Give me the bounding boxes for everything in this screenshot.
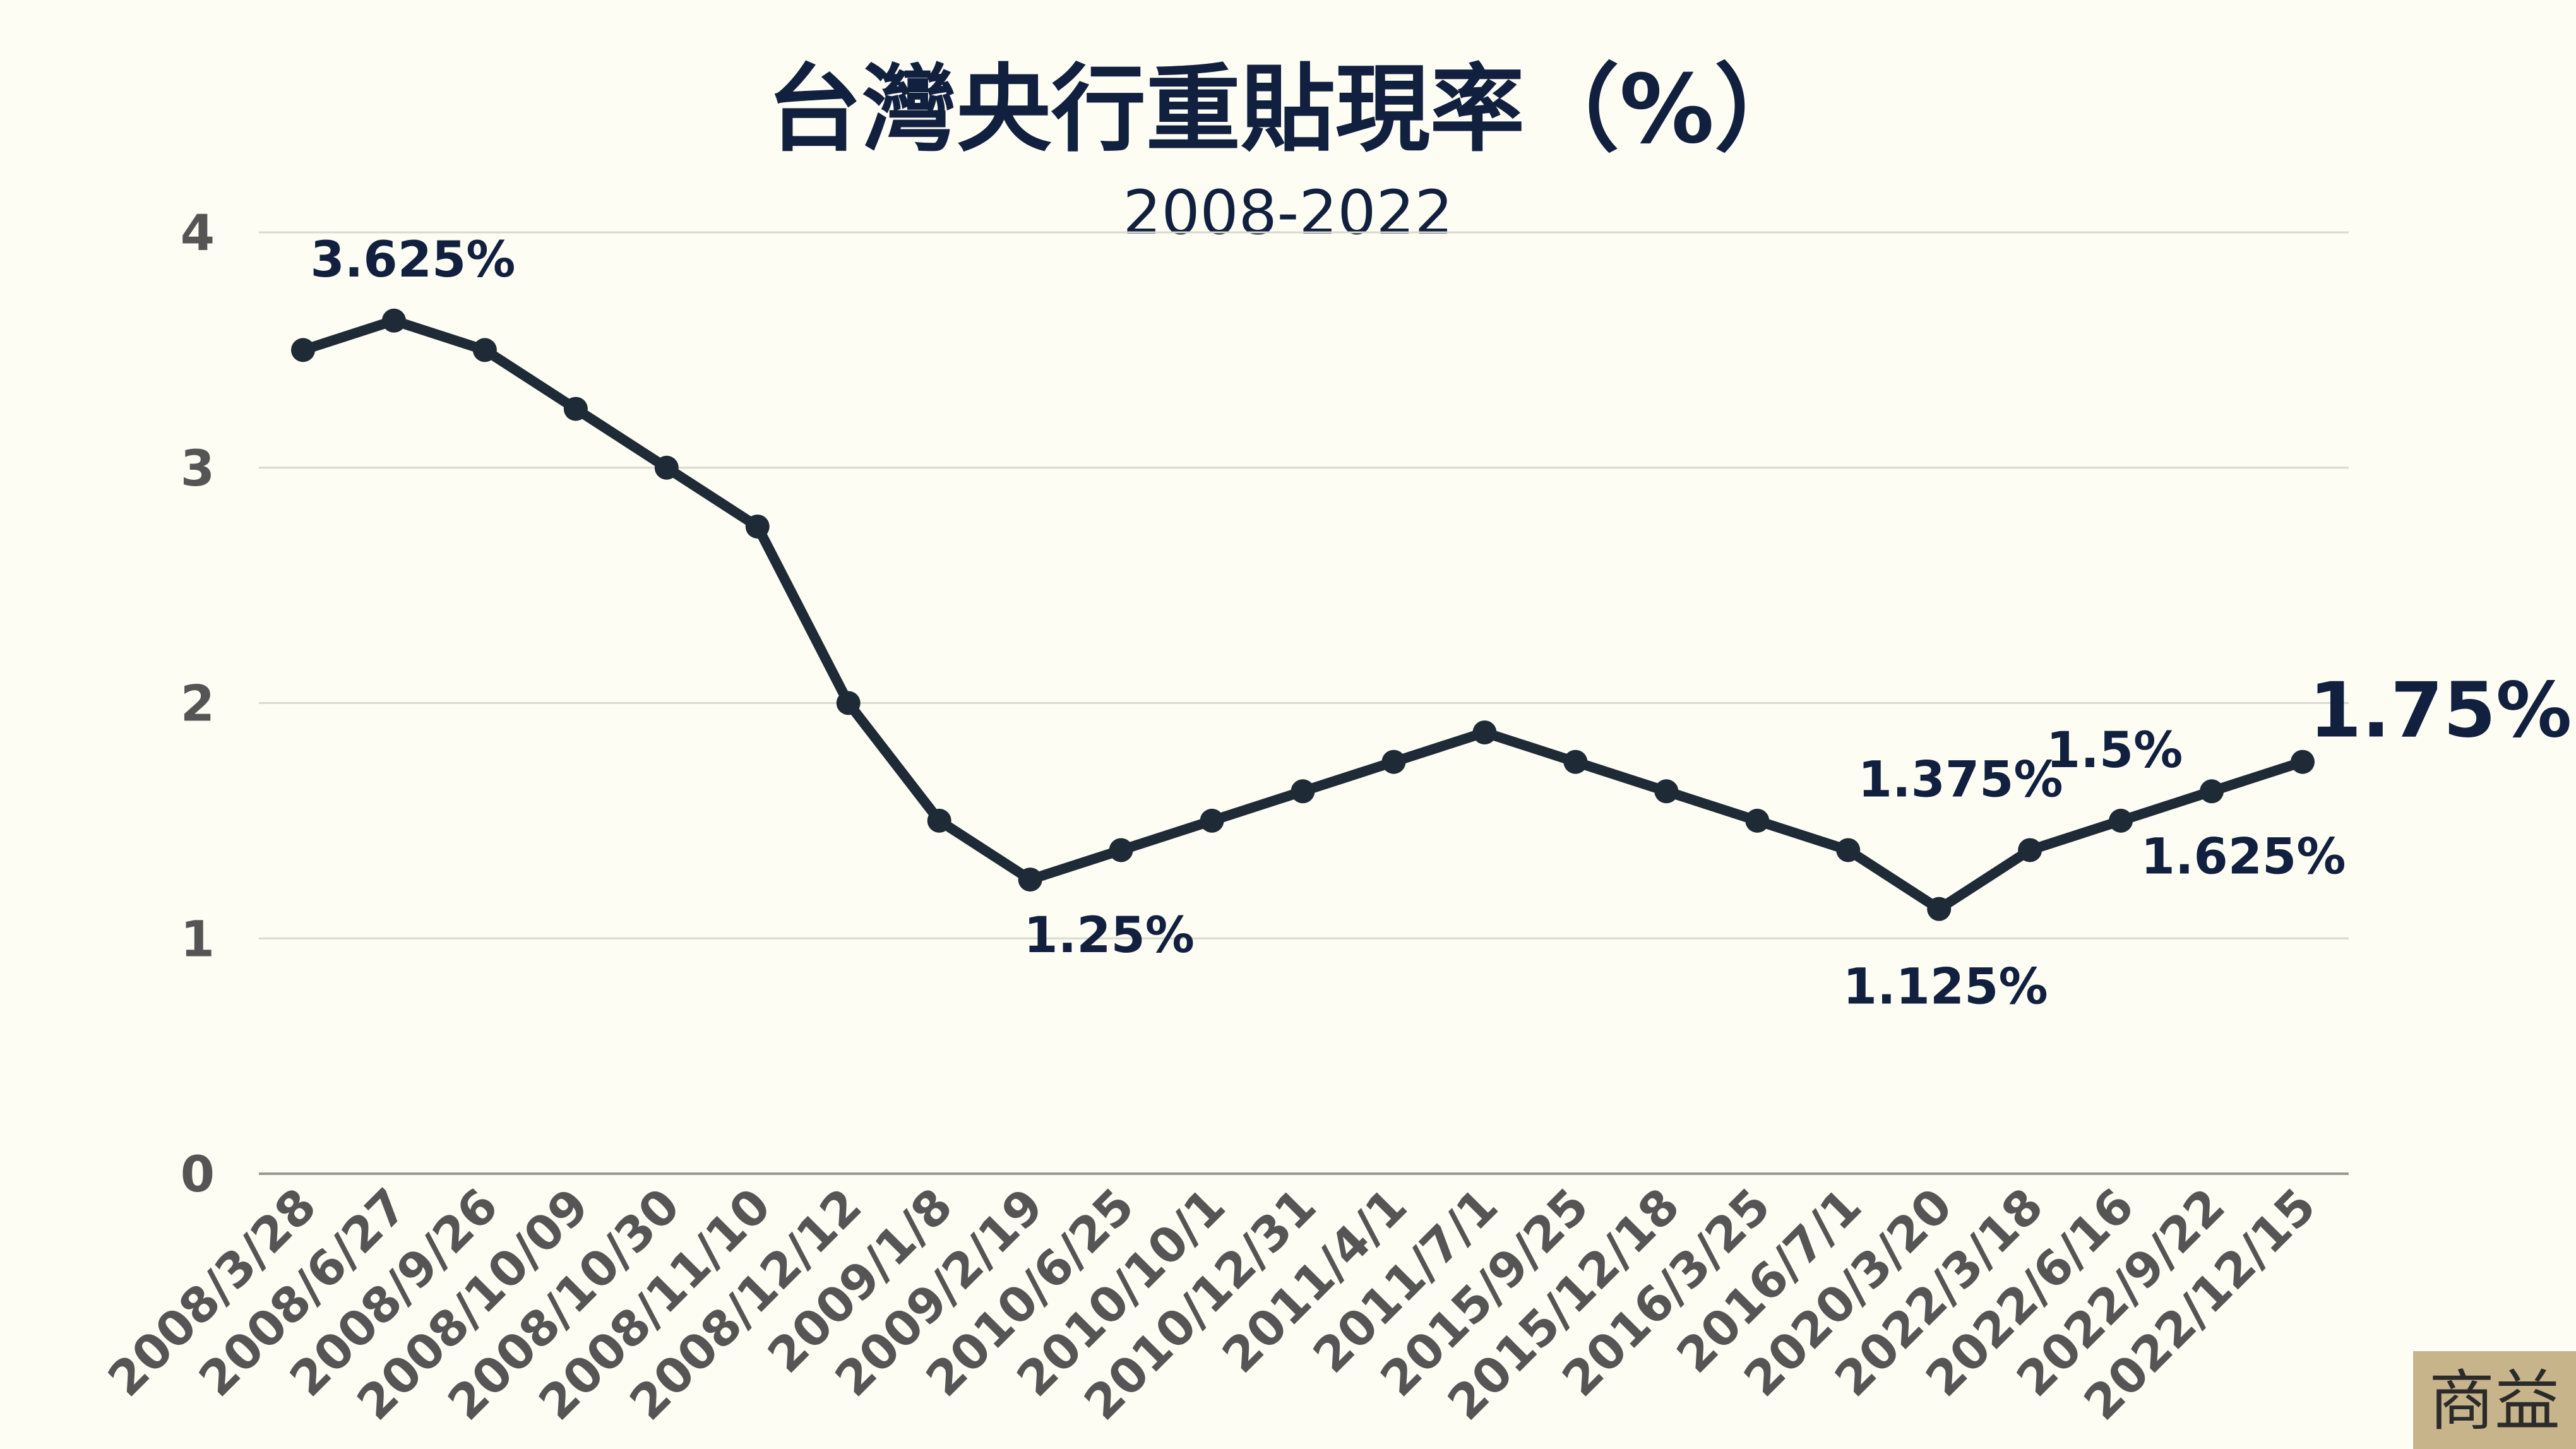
data-point [291,338,315,362]
data-point [1654,779,1679,804]
data-label: 3.625% [311,232,516,289]
data-point [472,338,497,362]
data-point [381,308,406,333]
data-label: 1.75% [2309,667,2572,755]
data-point [1927,897,1952,921]
chart-subtitle: 2008-2022 [1123,177,1453,248]
logo-badge: 商益 [2413,1351,2576,1449]
data-point [1563,749,1588,774]
data-point [654,455,679,480]
data-label: 1.5% [2046,722,2183,779]
data-label: 1.125% [1843,959,2048,1016]
data-point [1472,720,1497,745]
data-point [1381,749,1406,774]
y-tick-label: 3 [181,441,215,498]
data-label: 1.25% [1023,907,1195,964]
brand-logo: 商益 [2413,1351,2576,1449]
logo-text: 商益 [2429,1363,2560,1440]
data-point [1836,838,1861,862]
logo-background [2413,1351,2576,1449]
y-tick-label: 1 [181,911,215,968]
data-point [2200,779,2224,804]
gridlines [259,231,2349,1175]
chart-title: 台灣央行重貼現率（%） [767,55,1809,165]
data-label: 1.625% [2141,828,2346,885]
data-point [2109,808,2133,833]
data-point [927,808,951,833]
data-point [2291,749,2315,774]
series-line [298,315,2308,914]
data-point [2018,838,2042,862]
data-point [1745,808,1770,833]
data-point [1018,868,1042,892]
y-tick-label: 4 [181,205,215,262]
data-point [1291,779,1315,804]
y-axis: 0 1 2 3 4 [181,205,215,1203]
x-axis: 2008/3/282008/6/272008/9/262008/10/09200… [97,1178,2327,1431]
data-series [291,308,2315,921]
data-point [563,397,588,421]
data-labels: 3.625% 1.25% 1.125% 1.375%1.5% 1.625% 1.75% [311,232,2572,1016]
data-label: 1.375% [1858,751,2063,808]
data-point [1200,808,1224,833]
data-point [745,514,770,539]
y-tick-label: 2 [181,676,215,733]
data-point [1109,838,1133,862]
data-point [836,691,861,715]
y-tick-label: 0 [181,1147,215,1203]
